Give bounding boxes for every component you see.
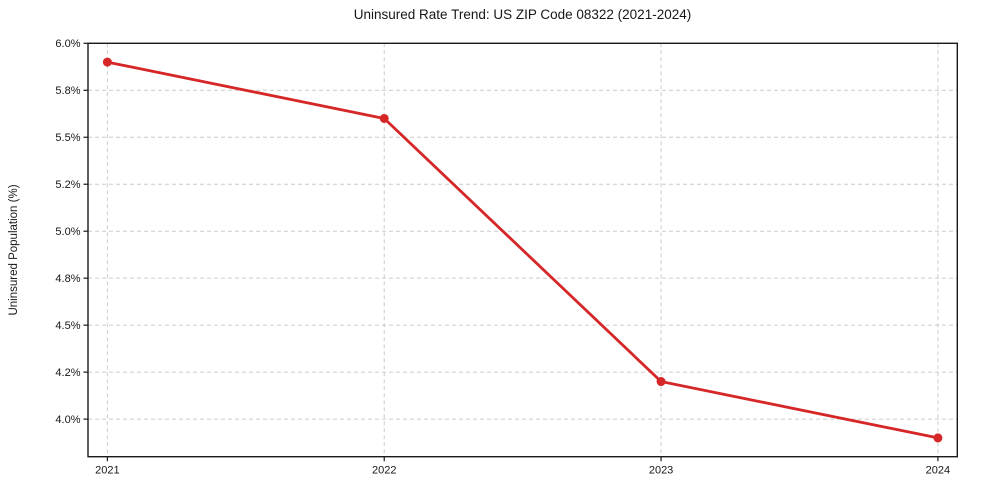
y-tick-label: 4.0% [55,414,80,426]
data-point-2021 [102,57,112,67]
y-tick-label: 5.0% [55,226,80,238]
data-point-2023 [656,377,666,387]
y-tick-label: 5.2% [55,179,80,191]
data-point-2024 [933,433,943,443]
x-tick-label: 2022 [372,465,396,477]
y-tick-label: 6.0% [55,38,80,50]
y-tick-label: 5.5% [55,132,80,144]
chart-title: Uninsured Rate Trend: US ZIP Code 08322 … [353,7,692,22]
y-tick-label: 4.5% [55,320,80,332]
x-tick-label: 2023 [649,465,673,477]
y-tick-label: 4.8% [55,273,80,285]
trend-line [105,60,940,440]
y-axis-label: Uninsured Population (%) [8,184,20,316]
y-tick-label: 5.8% [55,85,80,97]
y-tick-label: 4.2% [55,367,80,379]
axes-spines [87,42,958,458]
data-point-2022 [379,113,389,123]
x-tick-label: 2021 [95,465,119,477]
x-tick-label: 2024 [926,465,950,477]
